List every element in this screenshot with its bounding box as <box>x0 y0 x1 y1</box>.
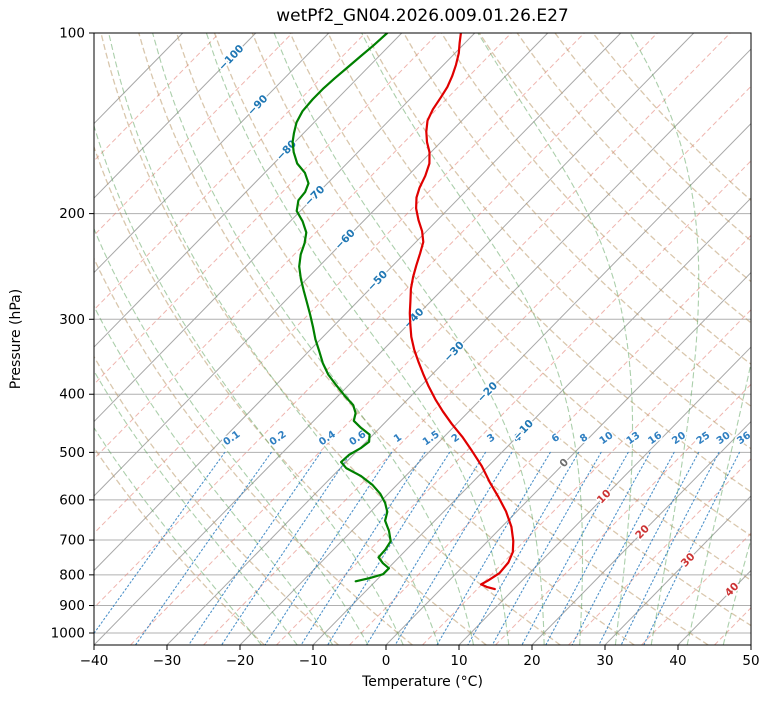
svg-text:−30: −30 <box>153 653 182 669</box>
svg-text:1: 1 <box>392 432 404 445</box>
svg-text:25: 25 <box>695 430 713 447</box>
svg-text:600: 600 <box>59 492 85 508</box>
svg-text:400: 400 <box>59 387 85 403</box>
svg-text:30: 30 <box>596 653 613 669</box>
svg-text:−10: −10 <box>299 653 328 669</box>
svg-text:−20: −20 <box>226 653 255 669</box>
svg-text:40: 40 <box>669 653 686 669</box>
svg-text:−40: −40 <box>80 653 109 669</box>
svg-text:50: 50 <box>742 653 759 669</box>
svg-text:0: 0 <box>382 653 391 669</box>
svg-text:100: 100 <box>59 26 85 42</box>
svg-text:0.4: 0.4 <box>317 429 338 448</box>
svg-text:10: 10 <box>450 653 467 669</box>
svg-text:500: 500 <box>59 445 85 461</box>
svg-text:1.5: 1.5 <box>421 429 442 448</box>
svg-text:0.2: 0.2 <box>268 429 289 448</box>
svg-text:8: 8 <box>578 432 590 445</box>
svg-text:6: 6 <box>550 432 562 445</box>
svg-text:20: 20 <box>523 653 540 669</box>
svg-text:10: 10 <box>598 430 616 447</box>
svg-text:300: 300 <box>59 312 85 328</box>
svg-text:200: 200 <box>59 206 85 222</box>
svg-text:900: 900 <box>59 598 85 614</box>
svg-text:700: 700 <box>59 533 85 549</box>
svg-text:16: 16 <box>646 430 664 447</box>
svg-text:0.1: 0.1 <box>222 429 243 448</box>
svg-text:−100: −100 <box>216 43 246 73</box>
chart-title: wetPf2_GN04.2026.009.01.26.E27 <box>276 6 569 26</box>
svg-text:800: 800 <box>59 567 85 583</box>
svg-text:36: 36 <box>735 430 753 447</box>
svg-text:20: 20 <box>670 430 688 447</box>
x-axis-label: Temperature (°C) <box>362 674 483 690</box>
svg-text:1000: 1000 <box>51 626 85 642</box>
